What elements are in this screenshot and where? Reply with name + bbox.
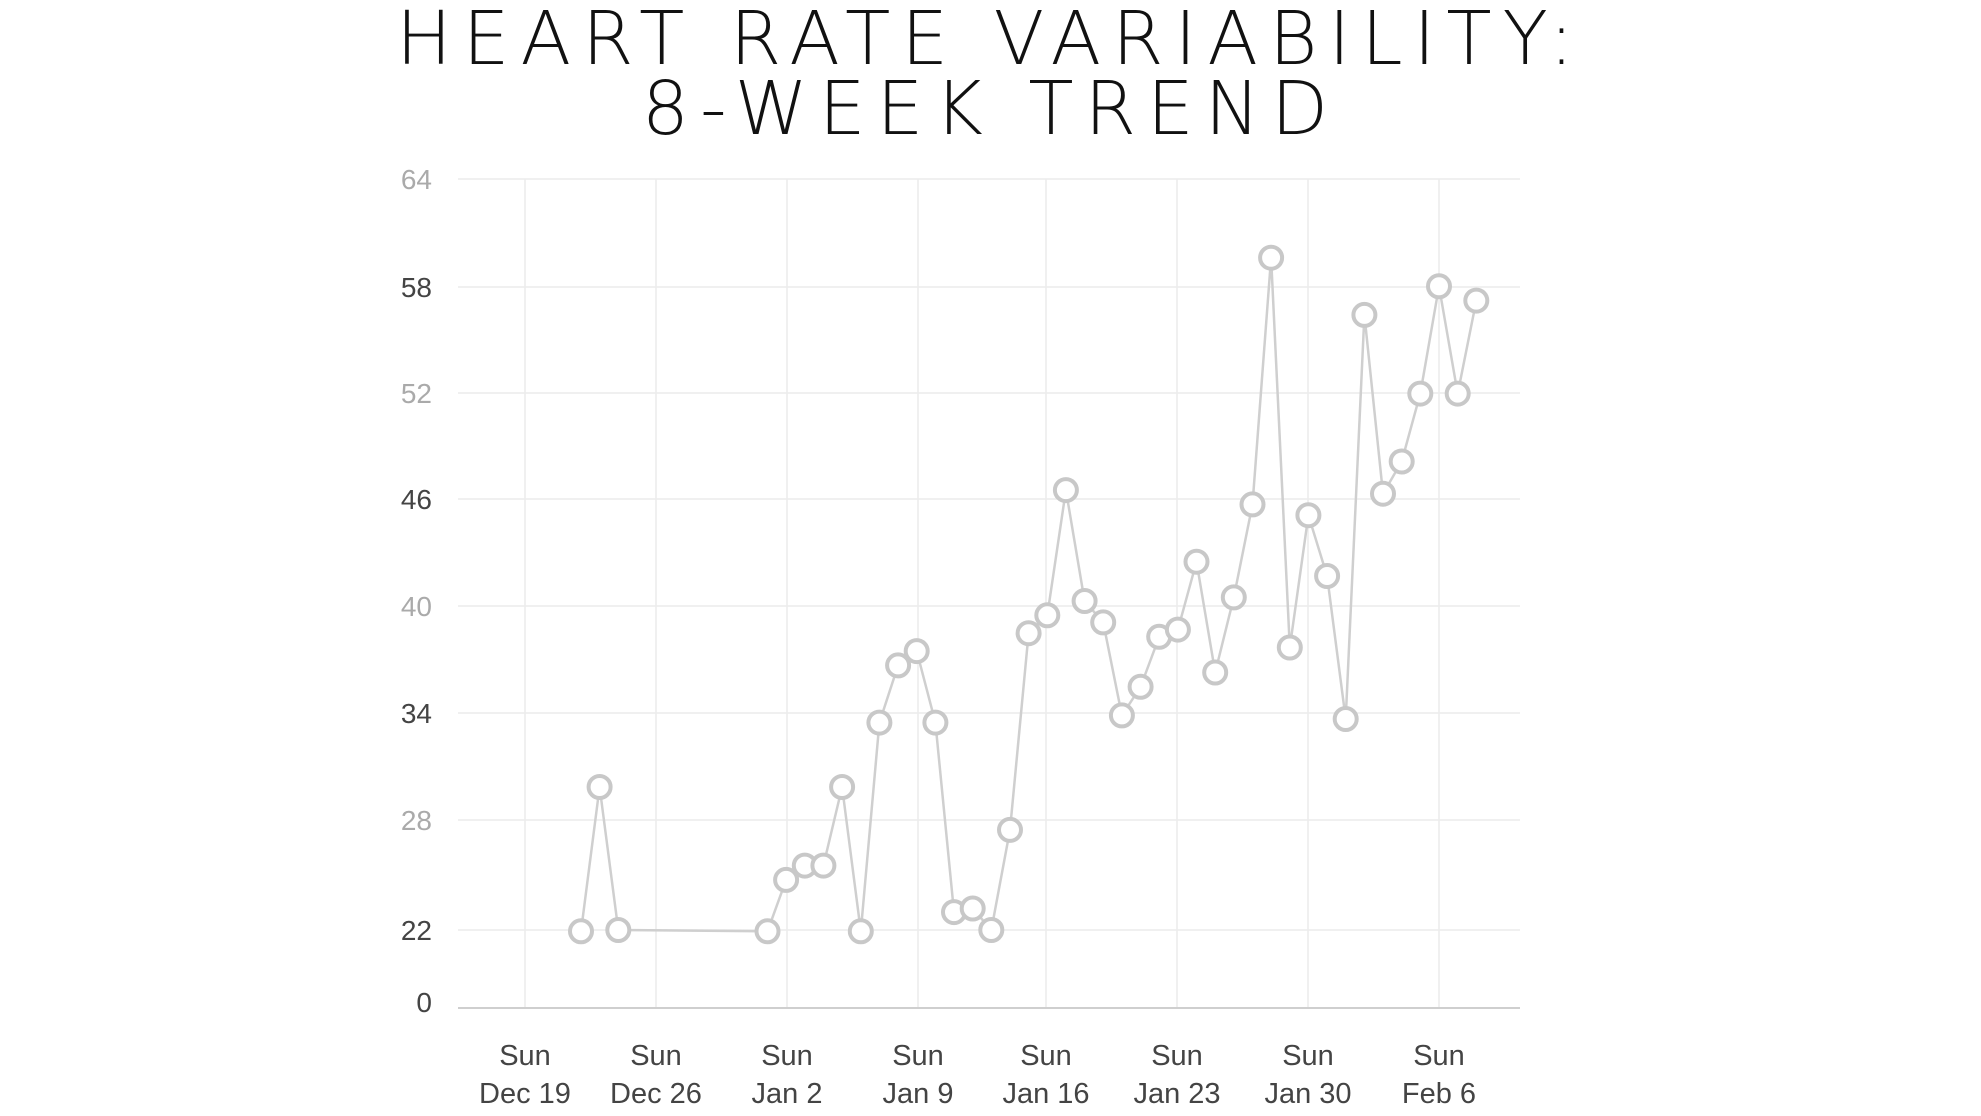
x-tick-labels: Sun Dec 19 Sun Dec 26 Sun Jan 2 Sun Jan 9 Sun Jan… [479, 1040, 1476, 1110]
data-point-27 [1202, 659, 1229, 686]
data-point-40 [1444, 380, 1471, 407]
data-point-6 [810, 852, 837, 879]
data-point-7 [829, 774, 856, 800]
data-point-1 [586, 774, 613, 800]
data-point-2 [605, 917, 632, 943]
chart-title-line-1: HEART RATE VARIABILITY: [396, 0, 1585, 82]
y-tick-label-40: 40 [401, 591, 432, 622]
x-tick-label-line1-2: Sun [761, 1040, 813, 1072]
data-point-0 [568, 918, 594, 945]
chart-title: HEART RATE VARIABILITY: 8-WEEK TREND [0, 0, 1981, 152]
data-point-22 [1108, 702, 1135, 729]
data-point-12 [922, 709, 949, 736]
x-tick-label-line1-4: Sun [1020, 1040, 1072, 1072]
grid-lines [458, 178, 1520, 1008]
series-markers [568, 244, 1490, 945]
series-line-0 [579, 256, 1478, 933]
x-tick-label-line1-0: Sun [499, 1040, 551, 1072]
x-tick-label-line2-1: Dec 26 [610, 1078, 702, 1110]
data-point-31 [1276, 634, 1303, 661]
y-tick-label-22: 22 [401, 915, 432, 946]
data-point-20 [1071, 588, 1098, 614]
data-point-14 [959, 895, 986, 922]
data-point-28 [1220, 584, 1247, 611]
data-point-35 [1351, 301, 1378, 328]
data-point-19 [1052, 477, 1079, 504]
data-point-4 [773, 866, 800, 893]
y-tick-label-52: 52 [401, 378, 432, 409]
data-point-3 [754, 918, 781, 945]
data-point-15 [978, 917, 1005, 943]
data-point-33 [1314, 563, 1341, 589]
data-point-26 [1183, 548, 1210, 575]
data-point-8 [847, 918, 874, 945]
y-tick-label-0: 0 [416, 987, 432, 1018]
series-line [579, 256, 1478, 933]
x-tick-label-line1-1: Sun [630, 1040, 682, 1072]
x-tick-label-line2-2: Jan 2 [752, 1078, 823, 1110]
data-point-21 [1090, 609, 1117, 636]
x-tick-label-line2-4: Jan 16 [1002, 1078, 1089, 1110]
x-tick-label-line1-7: Sun [1413, 1040, 1465, 1072]
y-tick-label-64: 64 [401, 164, 432, 195]
chart-title-line-2: 8-WEEK TREND [641, 66, 1340, 152]
x-tick-label-line1-5: Sun [1151, 1040, 1203, 1072]
data-point-10 [885, 652, 912, 679]
data-point-23 [1127, 673, 1154, 700]
x-tick-label-line2-3: Jan 9 [883, 1078, 954, 1110]
data-point-18 [1034, 602, 1061, 629]
data-point-25 [1164, 616, 1191, 643]
data-point-39 [1426, 273, 1452, 300]
y-tick-label-58: 58 [401, 272, 432, 303]
x-tick-label-line1-6: Sun [1282, 1040, 1334, 1072]
data-point-34 [1332, 706, 1359, 732]
x-tick-label-line2-5: Jan 23 [1133, 1078, 1220, 1110]
y-tick-labels: 0 22 28 34 40 46 52 58 64 [401, 164, 432, 1018]
y-tick-label-46: 46 [401, 484, 432, 515]
data-point-32 [1295, 502, 1322, 529]
x-tick-label-line2-6: Jan 30 [1264, 1078, 1351, 1110]
data-point-16 [997, 816, 1023, 843]
data-point-41 [1463, 287, 1490, 314]
data-point-37 [1388, 448, 1415, 475]
data-point-30 [1258, 244, 1285, 271]
data-point-17 [1015, 620, 1042, 647]
data-point-29 [1239, 491, 1266, 518]
data-point-38 [1407, 380, 1434, 407]
x-tick-label-line1-3: Sun [892, 1040, 944, 1072]
data-point-36 [1370, 480, 1396, 507]
data-point-9 [866, 709, 893, 736]
y-tick-label-34: 34 [401, 698, 432, 729]
data-point-11 [903, 638, 930, 665]
x-tick-label-line2-0: Dec 19 [479, 1078, 571, 1110]
x-tick-label-line2-7: Feb 6 [1402, 1078, 1476, 1110]
y-tick-label-28: 28 [401, 805, 432, 836]
